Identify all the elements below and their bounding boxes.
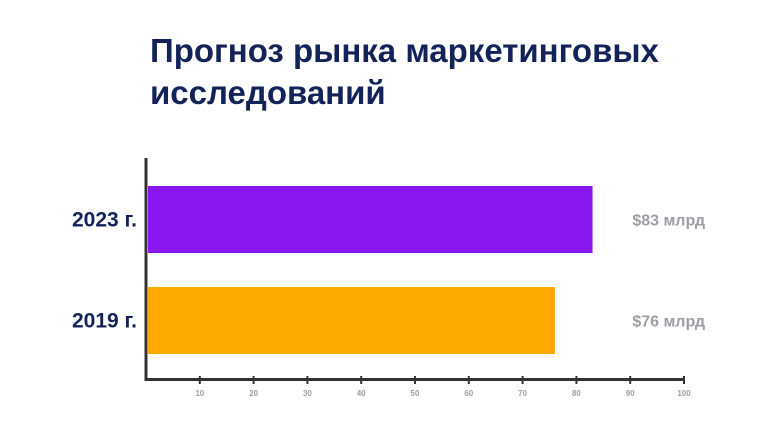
x-tick-label-1: 20 xyxy=(249,389,258,398)
x-tick-label-8: 90 xyxy=(626,389,635,398)
chart-title-line-2: исследований xyxy=(150,74,386,111)
x-tick-label-2: 30 xyxy=(303,389,312,398)
x-tick-label-9: 100 xyxy=(677,389,691,398)
x-tick-label-6: 70 xyxy=(518,389,527,398)
category-label-1: 2019 г. xyxy=(72,310,137,333)
x-tick-label-4: 50 xyxy=(411,389,420,398)
bar-0 xyxy=(148,186,593,253)
chart-title: Прогноз рынка маркетинговых исследований xyxy=(150,30,750,114)
x-tick-label-0: 10 xyxy=(195,389,204,398)
value-label-0: $83 млрд xyxy=(632,213,705,230)
value-label-1: $76 млрд xyxy=(632,314,705,331)
x-tick-label-5: 60 xyxy=(464,389,473,398)
category-label-0: 2023 г. xyxy=(72,209,137,232)
chart-title-line-1: Прогноз рынка маркетинговых xyxy=(150,32,659,69)
x-tick-label-7: 80 xyxy=(572,389,581,398)
x-tick-label-3: 40 xyxy=(357,389,366,398)
bar-1 xyxy=(148,287,555,354)
